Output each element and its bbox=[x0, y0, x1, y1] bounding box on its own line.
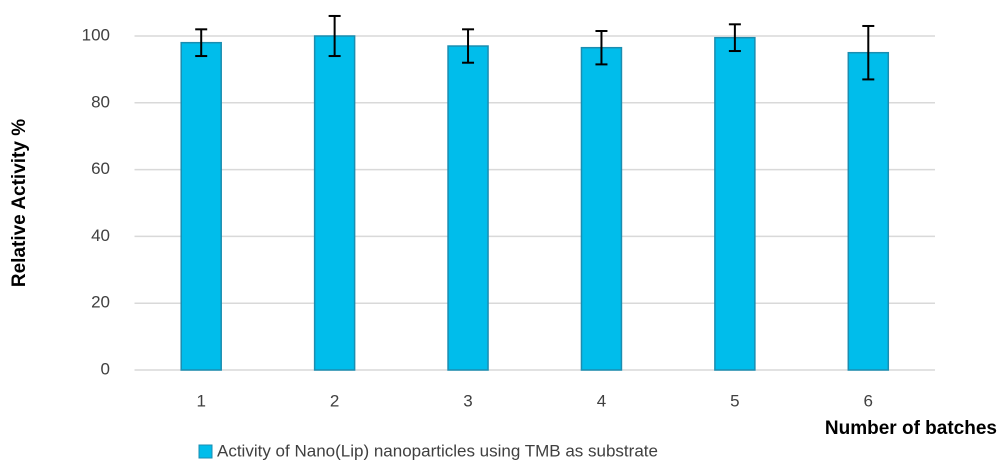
x-axis-label: Number of batches bbox=[825, 418, 997, 439]
x-tick-label: 3 bbox=[463, 391, 472, 410]
x-tick-label: 4 bbox=[597, 391, 606, 410]
x-tick-label: 6 bbox=[864, 391, 873, 410]
x-tick-label: 1 bbox=[196, 391, 205, 410]
bar bbox=[447, 45, 489, 371]
error-bar bbox=[862, 24, 875, 81]
y-tick-label: 40 bbox=[91, 226, 110, 245]
bar bbox=[714, 36, 756, 371]
y-tick-label: 100 bbox=[82, 25, 110, 44]
y-tick-label: 0 bbox=[101, 359, 110, 378]
error-bar bbox=[328, 14, 341, 58]
x-tick-label: 5 bbox=[730, 391, 739, 410]
error-bar bbox=[595, 29, 608, 66]
x-tick-label: 2 bbox=[330, 391, 339, 410]
bar bbox=[580, 46, 623, 371]
y-tick-label: 60 bbox=[91, 159, 110, 178]
bar bbox=[180, 41, 222, 371]
legend-label: Activity of Nano(Lip) nanoparticles usin… bbox=[217, 441, 658, 460]
y-tick-label: 80 bbox=[91, 92, 110, 111]
bar bbox=[313, 35, 356, 371]
legend-swatch bbox=[198, 444, 213, 459]
error-bar bbox=[728, 23, 741, 53]
y-tick-label: 20 bbox=[91, 293, 110, 312]
y-axis-label: Relative Activity % bbox=[9, 119, 30, 287]
bar bbox=[847, 51, 890, 371]
error-bar bbox=[462, 28, 475, 64]
error-bar bbox=[195, 28, 208, 58]
